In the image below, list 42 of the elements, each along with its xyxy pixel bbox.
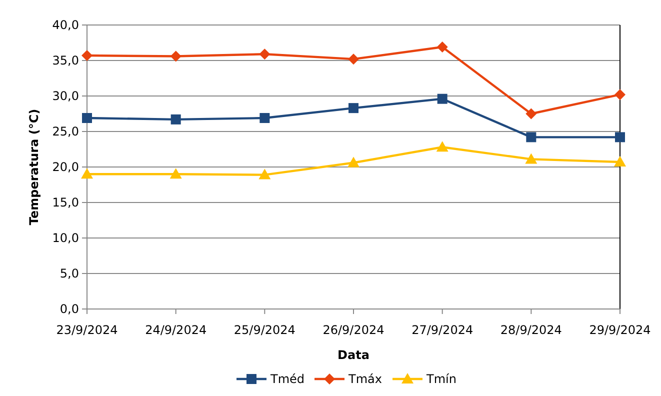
point xyxy=(170,114,181,124)
point xyxy=(525,153,538,164)
y-tick-label: 30,0 xyxy=(52,89,79,104)
point xyxy=(614,89,626,100)
x-tick-label: 26/9/2024 xyxy=(322,323,384,337)
point xyxy=(526,108,537,120)
point xyxy=(258,168,271,180)
legend-label: Tmín xyxy=(426,372,456,386)
y-axis-title: Temperatura (°C) xyxy=(27,108,41,226)
legend-label: Tmáx xyxy=(348,372,382,386)
x-tick-label: 29/9/2024 xyxy=(589,323,651,337)
y-tick-label: 15,0 xyxy=(52,196,79,210)
y-tick-label: 25,0 xyxy=(52,124,79,139)
point xyxy=(437,94,448,104)
point xyxy=(348,103,358,114)
x-axis-title: Data xyxy=(338,348,370,362)
y-tick-label: 40,0 xyxy=(52,18,79,32)
legend-label: Tméd xyxy=(270,372,305,386)
x-tick-label: 28/9/2024 xyxy=(500,323,562,337)
point xyxy=(615,132,625,142)
point xyxy=(81,168,93,179)
point xyxy=(348,156,360,168)
y-tick-label: 10,0 xyxy=(52,231,79,246)
point xyxy=(260,113,270,124)
point xyxy=(436,141,448,152)
y-tick-label: 20,0 xyxy=(52,160,79,174)
point xyxy=(82,50,92,62)
point xyxy=(170,168,182,179)
point xyxy=(82,113,92,124)
y-tick-label: 0,0 xyxy=(60,302,79,316)
point xyxy=(436,42,448,53)
point xyxy=(526,132,536,142)
x-tick-label: 25/9/2024 xyxy=(234,323,296,337)
y-tick-label: 5,0 xyxy=(60,266,79,281)
x-tick-label: 24/9/2024 xyxy=(145,323,207,337)
point xyxy=(170,50,182,62)
y-tick-label: 35,0 xyxy=(52,54,79,68)
point xyxy=(348,54,359,65)
x-tick-label: 23/9/2024 xyxy=(56,323,118,337)
point xyxy=(259,48,270,60)
x-tick-label: 27/9/2024 xyxy=(412,323,474,337)
point xyxy=(614,156,626,167)
